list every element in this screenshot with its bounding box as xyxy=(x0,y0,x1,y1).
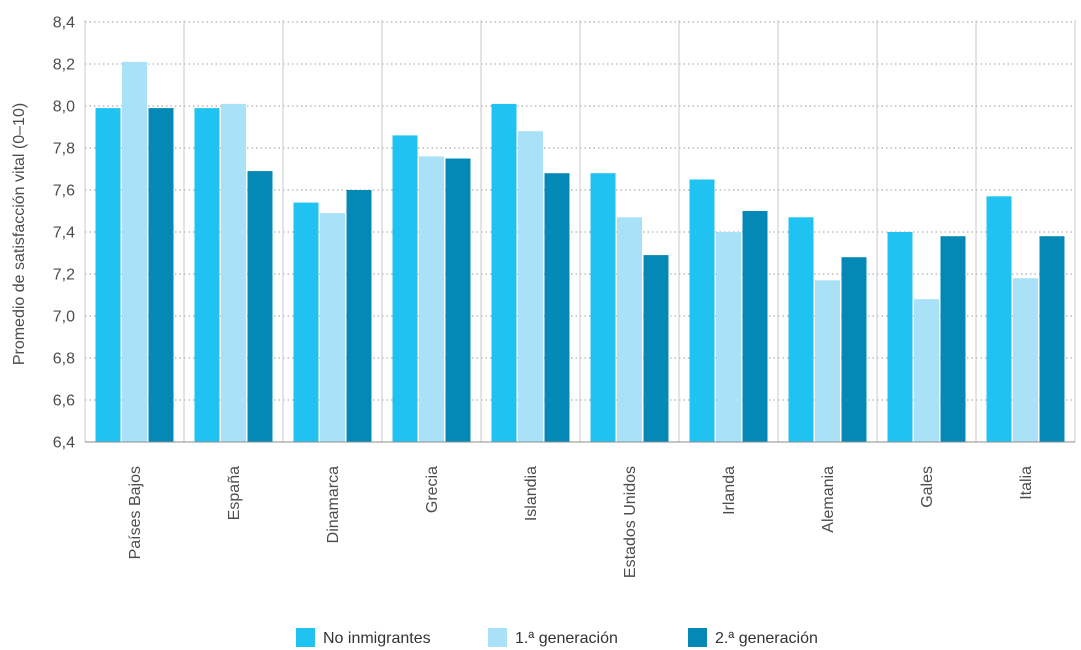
y-tick-label: 8,4 xyxy=(53,15,75,32)
y-tick-label: 7,6 xyxy=(53,183,75,200)
y-tick-label: 6,8 xyxy=(53,351,75,368)
bar xyxy=(689,179,715,442)
bar xyxy=(518,131,543,442)
y-tick-label: 8,2 xyxy=(53,57,75,74)
bar xyxy=(122,61,147,443)
y-axis-title: Promedio de satisfacción vital (0–10) xyxy=(11,103,28,365)
bar xyxy=(1013,278,1038,442)
bar xyxy=(95,108,121,442)
bar xyxy=(716,232,741,442)
bar xyxy=(293,202,319,442)
y-tick-label: 8,0 xyxy=(53,99,75,116)
legend-label: No inmigrantes xyxy=(323,630,431,647)
bar xyxy=(148,108,174,442)
bar xyxy=(940,236,966,442)
y-axis-ticks: 6,4 6,6 6,8 7,0 7,2 7,4 7,6 7,8 8,0 8,2 8,4 xyxy=(53,15,75,452)
y-tick-label: 6,4 xyxy=(53,435,75,452)
legend: No inmigrantes 1.ª generación 2.ª generaci… xyxy=(296,628,818,647)
y-tick-label: 7,0 xyxy=(53,309,75,326)
bars xyxy=(95,61,1065,443)
bar xyxy=(320,213,345,442)
bar xyxy=(491,103,517,443)
bar xyxy=(346,190,372,442)
bar xyxy=(617,217,642,442)
bar xyxy=(392,135,418,442)
y-tick-label: 6,6 xyxy=(53,393,75,410)
bar xyxy=(815,280,840,442)
x-tick-label: España xyxy=(226,466,243,520)
x-tick-label: Italia xyxy=(1018,466,1035,500)
y-tick-label: 7,8 xyxy=(53,141,75,158)
bar xyxy=(643,255,669,442)
bar xyxy=(887,232,913,442)
category-separators xyxy=(84,20,1076,442)
bar xyxy=(914,299,939,442)
x-tick-label: Gales xyxy=(919,466,936,508)
bar xyxy=(544,173,570,442)
bar xyxy=(445,158,471,442)
x-tick-label: Irlanda xyxy=(721,466,738,515)
y-tick-label: 7,2 xyxy=(53,267,75,284)
bar xyxy=(419,156,444,442)
bar xyxy=(590,173,616,442)
y-tick-label: 7,4 xyxy=(53,225,75,242)
legend-swatch xyxy=(688,628,707,647)
x-axis-labels: Países Bajos España Dinamarca Grecia Islandi… xyxy=(127,466,1035,578)
x-tick-label: Grecia xyxy=(424,466,441,513)
legend-label: 2.ª generación xyxy=(715,630,818,647)
bar xyxy=(742,211,768,442)
x-tick-label: Islandia xyxy=(523,466,540,521)
bar xyxy=(788,217,814,442)
legend-label: 1.ª generación xyxy=(515,630,618,647)
x-tick-label: Países Bajos xyxy=(127,466,144,559)
bar xyxy=(247,171,273,442)
bar xyxy=(221,103,246,443)
x-tick-label: Alemania xyxy=(820,466,837,533)
x-tick-label: Dinamarca xyxy=(325,466,342,543)
bar xyxy=(194,108,220,442)
legend-swatch xyxy=(488,628,507,647)
bar xyxy=(1039,236,1065,442)
bar xyxy=(841,257,867,442)
bar xyxy=(986,196,1012,442)
legend-swatch xyxy=(296,628,315,647)
x-tick-label: Estados Unidos xyxy=(622,466,639,578)
